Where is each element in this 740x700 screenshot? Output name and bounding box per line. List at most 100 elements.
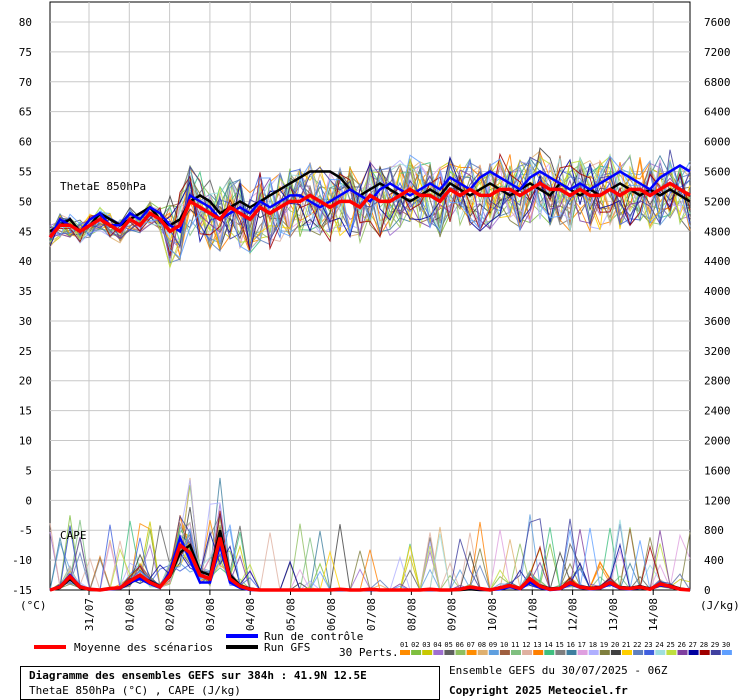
x-tick-label: 09/08	[446, 598, 459, 631]
theta-member-line	[49, 149, 691, 248]
right-tick-label: 2400	[704, 405, 731, 418]
theta-member-line	[49, 155, 691, 269]
x-tick-label: 13/08	[607, 598, 620, 631]
pert-color-chip	[622, 650, 632, 655]
pert-color-chip	[400, 650, 410, 655]
pert-number: 21	[622, 641, 630, 649]
left-tick-label: 60	[19, 136, 32, 149]
left-tick-label: 5	[25, 464, 32, 477]
right-tick-label: 5600	[704, 165, 731, 178]
pert-color-chip	[488, 650, 499, 655]
copyright: Copyright 2025 Meteociel.fr	[449, 684, 628, 697]
right-tick-label: 7600	[704, 16, 731, 29]
pert-color-chip	[477, 650, 488, 655]
pert-color-chip	[455, 650, 466, 655]
legend-perts-label: 30 Perts.	[339, 646, 399, 659]
left-tick-label: 50	[19, 195, 32, 208]
pert-number: 01	[400, 641, 408, 649]
pert-number: 16	[567, 641, 575, 649]
theta-member-line	[49, 159, 691, 262]
theta-member-line	[49, 153, 691, 244]
pert-color-chip	[422, 650, 433, 655]
x-tick-label: 10/08	[486, 598, 499, 631]
right-tick-label: 6800	[704, 76, 731, 89]
pert-number: 25	[666, 641, 674, 649]
pert-number: 22	[633, 641, 641, 649]
pert-color-chip	[544, 650, 555, 655]
pert-number: 06	[456, 641, 464, 649]
right-tick-label: 800	[704, 524, 724, 537]
legend-gfs-label: Run GFS	[264, 641, 311, 654]
chart-subtitle: ThetaE 850hPa (°C) , CAPE (J/kg)	[29, 684, 241, 697]
plot-frame	[49, 1, 691, 591]
left-tick-label: 45	[19, 225, 32, 238]
pert-color-chip	[721, 650, 732, 655]
pert-number: 29	[711, 641, 719, 649]
left-tick-label: 0	[25, 494, 32, 507]
right-tick-label: 4800	[704, 225, 731, 238]
left-tick-label: 75	[19, 46, 32, 59]
pert-color-chip	[666, 650, 677, 655]
pert-color-chip	[599, 650, 610, 655]
right-tick-label: 400	[704, 554, 724, 567]
right-tick-label: 1200	[704, 494, 731, 507]
left-tick-label: 70	[19, 76, 32, 89]
pert-color-chip	[633, 650, 644, 655]
x-tick-label: 31/07	[83, 598, 96, 631]
right-tick-label: 0	[704, 584, 711, 597]
pert-color-chip	[411, 650, 422, 655]
pert-number: 09	[489, 641, 497, 649]
legend-mean-label: Moyenne des scénarios	[74, 641, 214, 654]
pert-number: 26	[678, 641, 686, 649]
right-tick-label: 2800	[704, 375, 731, 388]
right-tick-label: 4000	[704, 285, 731, 298]
pert-color-chip	[555, 650, 566, 655]
pert-color-chip	[466, 650, 477, 655]
pert-color-chip	[699, 650, 710, 655]
pert-color-chip	[577, 650, 588, 655]
pert-number: 08	[478, 641, 486, 649]
right-tick-label: 7200	[704, 46, 731, 59]
pert-color-chip	[710, 650, 721, 655]
pert-number: 24	[655, 641, 663, 649]
x-tick-label: 12/08	[567, 598, 580, 631]
pert-color-chip	[511, 650, 521, 655]
ensemble-info: Ensemble GEFS du 30/07/2025 - 06Z	[449, 664, 668, 677]
x-tick-label: 06/08	[325, 598, 338, 631]
pert-color-chip	[566, 650, 577, 655]
pert-number: 02	[411, 641, 419, 649]
pert-number: 07	[467, 641, 475, 649]
right-tick-label: 6400	[704, 106, 731, 119]
pert-number: 28	[700, 641, 708, 649]
right-tick-label: 3200	[704, 345, 731, 358]
pert-color-chip	[444, 650, 455, 655]
right-tick-label: 4400	[704, 255, 731, 268]
x-tick-label: 11/08	[526, 598, 539, 631]
right-unit-label: (J/kg)	[700, 599, 740, 612]
pert-color-chip	[644, 650, 655, 655]
pert-number: 19	[600, 641, 608, 649]
left-tick-label: -10	[12, 554, 32, 567]
pert-color-chip	[499, 650, 510, 655]
left-tick-label: 35	[19, 285, 32, 298]
pert-number: 12	[522, 641, 530, 649]
legend-control-label: Run de contrôle	[264, 630, 364, 643]
pert-number: 18	[589, 641, 597, 649]
left-tick-label: 40	[19, 255, 32, 268]
right-tick-label: 2000	[704, 435, 731, 448]
pert-color-chip	[688, 650, 699, 655]
x-tick-label: 04/08	[244, 598, 257, 631]
left-tick-label: 55	[19, 165, 32, 178]
pert-number: 03	[422, 641, 430, 649]
pert-number: 13	[533, 641, 541, 649]
left-tick-label: 15	[19, 405, 32, 418]
pert-number: 11	[511, 641, 519, 649]
left-tick-label: 80	[19, 16, 32, 29]
pert-number: 23	[644, 641, 652, 649]
left-tick-label: 10	[19, 435, 32, 448]
x-tick-label: 08/08	[405, 598, 418, 631]
x-tick-label: 02/08	[164, 598, 177, 631]
left-tick-label: -5	[19, 524, 32, 537]
x-tick-label: 05/08	[285, 598, 298, 631]
left-tick-label: 20	[19, 375, 32, 388]
